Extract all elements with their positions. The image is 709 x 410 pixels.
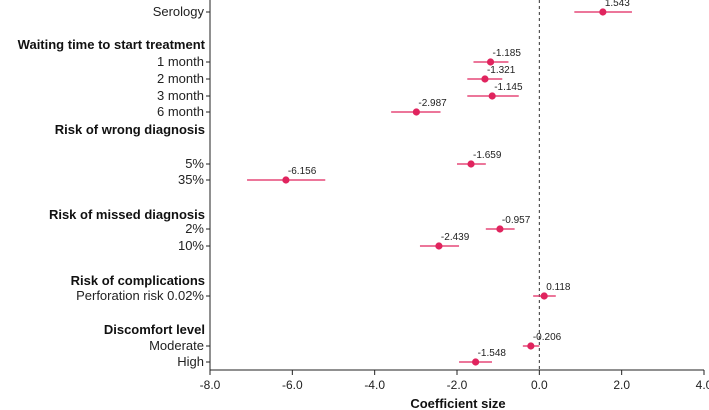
group-header: Waiting time to start treatment <box>18 37 206 52</box>
group-header: Risk of wrong diagnosis <box>55 122 205 137</box>
x-tick-label: -4.0 <box>364 378 385 392</box>
point-estimate <box>540 292 548 300</box>
x-axis-title: Coefficient size <box>410 396 505 410</box>
point-estimate <box>435 242 443 250</box>
value-label: -2.987 <box>418 98 447 109</box>
value-label: -0.206 <box>533 332 562 343</box>
row-label: 3 month <box>157 88 204 103</box>
x-tick-label: -6.0 <box>282 378 303 392</box>
row-label: 2% <box>185 221 204 236</box>
row-label: Serology <box>153 4 205 19</box>
row-label: 2 month <box>157 71 204 86</box>
x-tick-label: 2.0 <box>613 378 630 392</box>
row-label: 35% <box>178 172 204 187</box>
row-label: 6 month <box>157 104 204 119</box>
value-label: -0.957 <box>502 215 531 226</box>
point-estimate <box>496 225 504 233</box>
point-estimate <box>488 92 496 100</box>
x-tick-label: 4.0 <box>696 378 709 392</box>
value-label: -1.659 <box>473 150 502 161</box>
point-estimate <box>486 58 495 66</box>
value-label: -1.185 <box>493 48 522 59</box>
point-estimate <box>527 342 535 350</box>
value-label: 1.543 <box>605 0 630 9</box>
x-tick-label: -8.0 <box>200 378 221 392</box>
value-label: 0.118 <box>546 282 571 293</box>
row-label: 1 month <box>157 54 204 69</box>
point-estimate <box>282 176 290 184</box>
point-estimate <box>599 8 607 16</box>
value-label: -1.145 <box>494 82 523 93</box>
value-label: -6.156 <box>288 166 317 177</box>
row-label: Moderate <box>149 338 204 353</box>
group-header: Risk of complications <box>71 273 205 288</box>
x-tick-label: 0.0 <box>531 378 548 392</box>
row-label: 5% <box>185 156 204 171</box>
value-label: -2.439 <box>441 232 470 243</box>
point-estimate <box>481 75 489 83</box>
value-label: -1.321 <box>487 65 516 76</box>
point-estimate <box>412 108 420 116</box>
point-estimate <box>467 160 475 168</box>
value-label: -1.548 <box>478 348 507 359</box>
row-label: High <box>177 354 204 369</box>
group-header: Discomfort level <box>104 322 205 337</box>
point-estimate <box>472 358 480 366</box>
x-tick-label: -2.0 <box>447 378 468 392</box>
row-label: 10% <box>178 238 204 253</box>
row-label: Perforation risk 0.02% <box>76 288 204 303</box>
group-header: Risk of missed diagnosis <box>49 207 205 222</box>
